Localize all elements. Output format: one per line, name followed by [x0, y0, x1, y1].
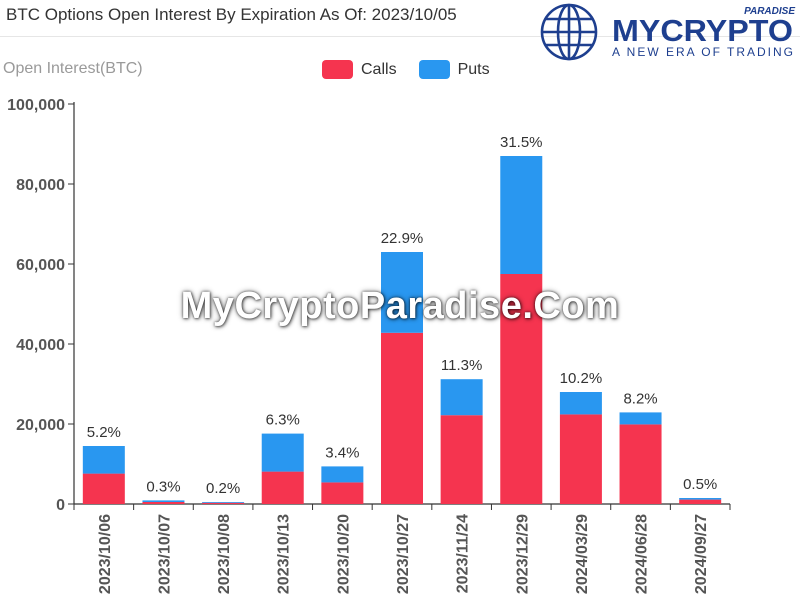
- x-tick-label: 2023/10/27: [395, 514, 412, 594]
- x-tick-label: 2023/10/13: [276, 514, 293, 594]
- brand-tagline: A NEW ERA OF TRADING: [612, 45, 793, 59]
- brand-name: MYCRYPTO: [612, 13, 793, 48]
- x-tick-label: 2024/03/29: [574, 514, 591, 594]
- header-divider: [0, 36, 800, 37]
- bar-calls[interactable]: [261, 471, 304, 504]
- y-tick-label: 40,000: [16, 337, 65, 354]
- bar-puts[interactable]: [500, 156, 543, 274]
- y-axis-label: Open Interest(BTC): [3, 60, 143, 77]
- data-label: 5.2%: [87, 424, 121, 441]
- legend-swatch-puts: [418, 60, 450, 79]
- bar-calls[interactable]: [619, 424, 662, 504]
- bar-puts[interactable]: [321, 466, 364, 483]
- data-label: 3.4%: [325, 444, 359, 461]
- data-label: 6.3%: [266, 412, 300, 429]
- bar-puts[interactable]: [440, 379, 483, 416]
- data-label: 22.9%: [381, 230, 424, 247]
- chart-labels: 5.2% 0.3% 0.2% 6.3% 3.4% 22.9% 11.3% 31.5% 10.2%…: [87, 134, 718, 497]
- bar-calls[interactable]: [82, 473, 125, 504]
- data-label: 10.2%: [560, 370, 603, 387]
- y-tick-label: 60,000: [16, 257, 65, 274]
- bar-puts[interactable]: [82, 446, 125, 474]
- brand-tag: PARADISE: [744, 6, 795, 17]
- bar-calls[interactable]: [381, 332, 423, 504]
- y-tick-label: 20,000: [16, 417, 65, 434]
- bar-calls[interactable]: [500, 274, 543, 504]
- y-tick-label: 100,000: [7, 97, 65, 114]
- y-tick-label: 80,000: [16, 177, 65, 194]
- bar-puts[interactable]: [559, 392, 602, 415]
- bar-calls[interactable]: [440, 415, 483, 504]
- y-tick-label: 0: [56, 497, 65, 514]
- bar-puts[interactable]: [381, 252, 423, 333]
- data-label: 11.3%: [441, 357, 482, 374]
- bar-puts[interactable]: [679, 498, 722, 500]
- chart-title: BTC Options Open Interest By Expiration …: [6, 5, 457, 24]
- data-label: 0.2%: [206, 480, 240, 497]
- data-label: 0.5%: [683, 476, 717, 493]
- legend-label-puts: Puts: [457, 60, 490, 78]
- bar-calls[interactable]: [559, 414, 602, 504]
- data-label: 8.2%: [623, 390, 657, 407]
- bar-calls[interactable]: [321, 482, 364, 504]
- x-tick-label: 2023/10/07: [156, 514, 173, 594]
- legend: Calls Puts: [322, 60, 490, 79]
- x-tick-label: 2023/11/24: [455, 514, 472, 593]
- bar-calls[interactable]: [202, 502, 245, 504]
- legend-item-calls[interactable]: Calls: [322, 60, 397, 79]
- x-tick-label: 2024/06/28: [634, 514, 651, 594]
- x-tick-label: 2023/10/06: [97, 514, 114, 594]
- legend-item-puts[interactable]: Puts: [418, 60, 490, 79]
- legend-label-calls: Calls: [361, 60, 397, 78]
- data-label: 31.5%: [500, 134, 543, 151]
- bar-puts[interactable]: [142, 500, 185, 502]
- x-tick-label: 2023/10/20: [335, 514, 352, 594]
- bar-puts[interactable]: [261, 433, 304, 472]
- bar-calls[interactable]: [679, 499, 722, 504]
- x-tick-label: 2023/10/08: [216, 514, 233, 594]
- chart-bars: [82, 156, 722, 504]
- globe-icon: [540, 3, 598, 61]
- bar-calls[interactable]: [142, 502, 185, 504]
- bar-puts[interactable]: [202, 502, 245, 503]
- brand-logo: PARADISE MYCRYPTO A NEW ERA OF TRADING: [540, 3, 795, 61]
- chart-axes: 0 20,000 40,000 60,000 80,000 100,000 2023/10/…: [7, 97, 731, 594]
- legend-swatch-calls: [322, 60, 353, 79]
- x-tick-label: 2023/12/29: [514, 514, 531, 594]
- data-label: 0.3%: [146, 478, 180, 495]
- x-tick-label: 2024/09/27: [693, 514, 710, 594]
- bar-puts[interactable]: [619, 412, 662, 425]
